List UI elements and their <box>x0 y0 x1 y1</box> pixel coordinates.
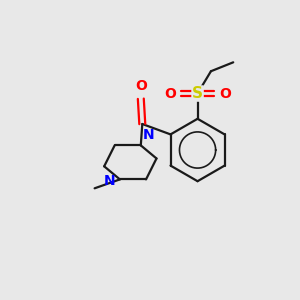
Text: O: O <box>135 80 147 93</box>
Text: N: N <box>104 174 116 188</box>
Text: S: S <box>192 86 203 101</box>
Text: N: N <box>143 128 155 142</box>
Text: O: O <box>219 86 231 100</box>
Text: O: O <box>164 86 176 100</box>
